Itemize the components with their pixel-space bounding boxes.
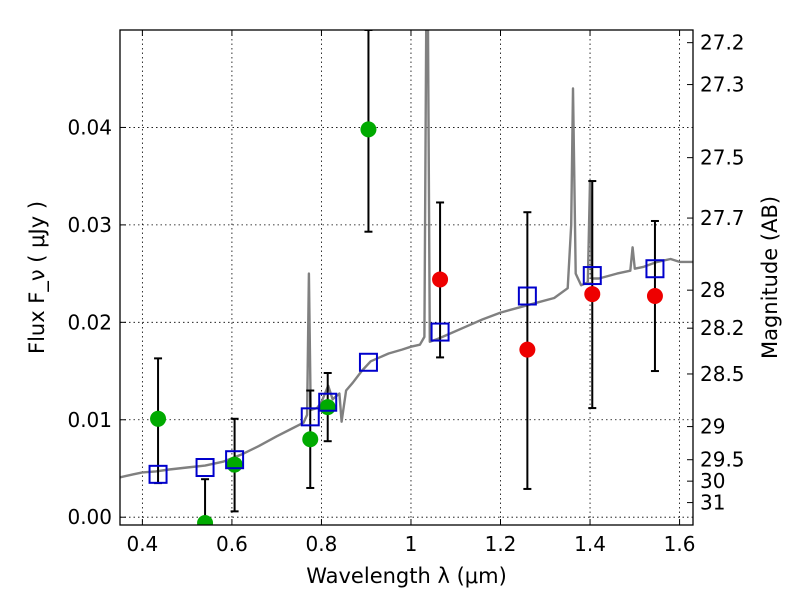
data-point-circle xyxy=(519,341,536,358)
right-tick-label: 29 xyxy=(700,415,725,439)
plot-frame xyxy=(119,29,694,526)
model-point-square xyxy=(318,392,338,412)
y-tick-label: 0.00 xyxy=(67,505,112,529)
y-tick-label: 0.01 xyxy=(67,408,112,432)
model-point-square xyxy=(582,266,602,286)
right-tick-label: 31 xyxy=(700,491,725,515)
data-point-circle xyxy=(150,410,167,427)
x-tick-label: 1 xyxy=(405,532,418,556)
right-tick-label: 28 xyxy=(700,278,725,302)
right-tick-label: 28.2 xyxy=(700,316,745,340)
model-point-square xyxy=(358,352,378,372)
data-point-circle xyxy=(646,288,663,305)
x-axis-label: Wavelength λ (μm) xyxy=(306,564,507,588)
data-point-circle xyxy=(584,286,601,303)
data-point-circle xyxy=(302,431,319,448)
data-point-circle xyxy=(226,456,243,473)
data-points-layer xyxy=(148,121,665,525)
x-tick-label: 1.4 xyxy=(574,532,606,556)
model-point-square xyxy=(148,464,168,484)
data-point-circle xyxy=(432,271,449,288)
right-tick-label: 28.5 xyxy=(700,362,745,386)
spectrum-line xyxy=(120,30,693,479)
grid-lines xyxy=(120,30,693,525)
model-point-square xyxy=(300,407,320,427)
x-tick-label: 0.4 xyxy=(126,532,158,556)
right-tick-label: 27.3 xyxy=(700,73,745,97)
y-tick-label: 0.04 xyxy=(67,115,112,139)
right-tick-label: 27.2 xyxy=(700,31,745,55)
x-tick-label: 1.2 xyxy=(485,532,517,556)
right-tick-label: 29.5 xyxy=(700,448,745,472)
right-tick-label: 27.5 xyxy=(700,146,745,170)
data-point-circle xyxy=(197,515,214,525)
y-tick-label: 0.03 xyxy=(67,213,112,237)
model-point-square xyxy=(195,458,215,478)
right-tick-label: 30 xyxy=(700,469,725,493)
data-point-circle xyxy=(360,121,377,138)
x-tick-label: 0.8 xyxy=(306,532,338,556)
model-point-square xyxy=(430,322,450,342)
x-tick-label: 1.6 xyxy=(664,532,696,556)
right-axis-label: Magnitude (AB) xyxy=(758,196,782,359)
x-tick-label: 0.6 xyxy=(216,532,248,556)
right-tick-label: 27.7 xyxy=(700,206,745,230)
data-point-circle xyxy=(319,399,336,416)
ticks-layer: 0.4 0.6 0.8 1 1.2 1.4 1.6 0.00 0.01 0.02 0.03 0.04 2… xyxy=(67,30,745,556)
model-point-square xyxy=(225,450,245,470)
model-point-square xyxy=(517,286,537,306)
y-axis-label: Flux F_ν ( μJy ) xyxy=(25,201,50,354)
spectrum-layer xyxy=(120,30,693,479)
model-point-square xyxy=(645,259,665,279)
y-tick-label: 0.02 xyxy=(67,310,112,334)
